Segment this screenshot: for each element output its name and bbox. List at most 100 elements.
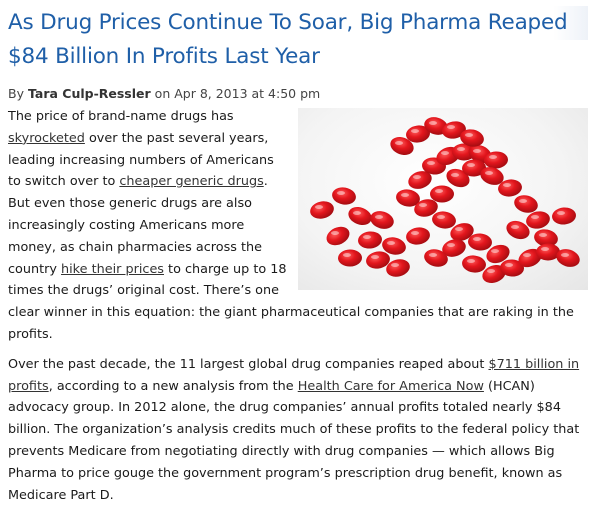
pill-highlight	[557, 211, 565, 215]
pill-highlight	[363, 235, 371, 239]
red-pill	[552, 207, 576, 225]
red-pill	[366, 251, 390, 269]
pill-highlight	[395, 141, 403, 145]
red-pill	[432, 211, 456, 229]
red-pills-dollar-sign-photo	[298, 108, 588, 290]
p2-text-1: Over the past decade, the 11 largest glo…	[8, 356, 489, 372]
byline-date: on Apr 8, 2013 at 4:50 pm	[154, 86, 321, 101]
red-pill	[468, 233, 492, 251]
link-hike-their-prices[interactable]: hike their prices	[61, 261, 164, 277]
red-pill	[536, 243, 560, 261]
red-pill	[348, 206, 372, 226]
red-pill	[446, 168, 470, 188]
pill-highlight	[387, 241, 395, 245]
link-health-care-for-america-now[interactable]: Health Care for America Now	[297, 378, 484, 394]
pill-highlight	[541, 247, 549, 251]
red-pill	[442, 121, 466, 139]
p1-text-1: The price of brand-name drugs has	[8, 109, 234, 124]
pill-highlight	[413, 175, 421, 179]
p2-text-2: , according to a new analysis from the	[48, 378, 298, 394]
byline-author[interactable]: Tara Culp-Ressler	[27, 86, 151, 101]
red-pill	[506, 220, 530, 240]
link-cheaper-generic-drugs[interactable]: cheaper generic drugs	[119, 174, 264, 190]
red-pill	[518, 248, 542, 268]
pill-highlight	[441, 151, 449, 155]
pill-highlight	[435, 189, 443, 193]
red-pill	[370, 211, 394, 229]
pill-highlight	[531, 215, 539, 219]
pill-highlight	[457, 147, 465, 151]
paragraph-2: Over the past decade, the 11 largest glo…	[8, 354, 588, 507]
pill-highlight	[371, 255, 379, 259]
red-pill	[396, 189, 420, 207]
red-pill	[462, 255, 486, 273]
red-pill	[526, 211, 550, 229]
link-711-billion-in-profits[interactable]: $711 billion in profits	[8, 356, 580, 394]
red-pill	[310, 201, 334, 219]
pill-highlight	[455, 227, 463, 231]
red-pill	[498, 179, 522, 197]
red-pill	[486, 244, 510, 264]
pill-highlight	[473, 149, 481, 153]
pill-highlight	[561, 253, 569, 257]
red-pill	[424, 117, 448, 135]
link-skyrocketed[interactable]: skyrocketed	[8, 130, 85, 146]
pill-highlight	[473, 237, 481, 241]
red-pill	[424, 249, 448, 267]
red-pill	[442, 239, 466, 257]
pill-highlight	[485, 171, 493, 175]
pill-highlight	[437, 215, 445, 219]
pill-highlight	[467, 163, 475, 167]
red-pill	[406, 227, 430, 245]
pill-highlight	[451, 173, 459, 177]
red-pill	[408, 171, 432, 189]
pill-highlight	[489, 155, 497, 159]
red-pill	[414, 199, 438, 217]
pill-highlight	[411, 231, 419, 235]
red-pill	[390, 137, 414, 155]
pill-highlight	[429, 253, 437, 257]
article-body: The price of brand-name drugs has skyroc…	[8, 106, 588, 514]
article-title-line-2: $84 Billion In Profits Last Year	[8, 44, 320, 69]
pill-highlight	[447, 125, 455, 129]
article-title: As Drug Prices Continue To Soar, Big Pha…	[8, 6, 588, 74]
p1-text-4: to charge up to 18 times the drugs’ orig…	[8, 261, 574, 342]
byline: By Tara Culp-Ressler on Apr 8, 2013 at 4…	[8, 86, 320, 101]
red-pill	[482, 265, 506, 283]
red-pill	[480, 167, 504, 185]
pill-highlight	[429, 121, 437, 125]
pill-highlight	[343, 253, 351, 257]
p1-text-2: over the past several years, leading inc…	[8, 130, 274, 190]
pill-highlight	[401, 193, 409, 197]
paragraph-1: The price of brand-name drugs has skyroc…	[8, 106, 588, 346]
red-pill	[484, 151, 508, 169]
pill-highlight	[467, 259, 475, 263]
byline-by: By	[8, 86, 24, 101]
pill-highlight	[505, 263, 513, 267]
article-title-line-1: As Drug Prices Continue To Soar, Big Pha…	[8, 6, 588, 40]
red-pill	[382, 237, 406, 255]
pill-highlight	[411, 129, 419, 133]
red-pill	[556, 249, 580, 267]
red-pill	[450, 223, 474, 241]
pill-highlight	[447, 243, 455, 247]
red-pill	[462, 159, 486, 177]
pills-illustration	[310, 117, 580, 283]
pill-highlight	[353, 211, 361, 215]
red-pill	[326, 226, 350, 246]
red-pill	[514, 195, 538, 213]
pill-highlight	[503, 183, 511, 187]
red-pill	[338, 249, 362, 267]
red-pill	[332, 187, 356, 205]
red-pill	[460, 129, 484, 147]
pill-highlight	[427, 161, 435, 165]
pill-highlight	[519, 199, 527, 203]
red-pill	[358, 231, 382, 249]
pill-highlight	[465, 133, 473, 137]
red-pill	[534, 229, 558, 247]
pill-highlight	[511, 225, 519, 229]
red-pill	[386, 259, 410, 277]
pill-highlight	[337, 191, 345, 195]
pill-highlight	[375, 215, 383, 219]
pill-highlight	[419, 203, 427, 207]
